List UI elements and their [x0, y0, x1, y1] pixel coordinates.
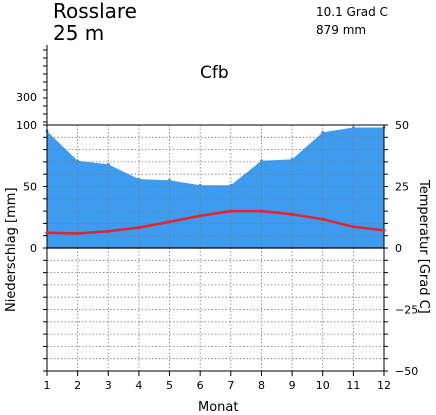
temperature-point-8: [259, 209, 264, 213]
axes-layer: [43, 45, 388, 376]
temperature-point-7: [229, 209, 233, 213]
station-name: Rosslare: [53, 0, 137, 23]
y-left-tick-label-300: 300: [16, 91, 37, 104]
y-axis-left-label: Niederschlag [mm]: [4, 187, 19, 312]
temperature-point-3: [106, 229, 110, 233]
temperature-point-6: [198, 214, 202, 218]
precipitation-point-11: [351, 126, 355, 129]
temperature-line: [46, 209, 385, 235]
temperature-point-4: [137, 226, 141, 230]
temperature-point-5: [167, 220, 172, 224]
x-tick-label-10: 10: [316, 379, 330, 392]
x-tick-label-2: 2: [74, 379, 81, 392]
x-tick-label-6: 6: [197, 379, 204, 392]
y-left-tick-label-100: 100: [16, 119, 37, 132]
y-right-tick-label-0: 50: [395, 119, 409, 132]
temperature-point-11: [351, 225, 355, 229]
precipitation-area-layer: [45, 126, 386, 248]
precipitation-point-5: [168, 178, 171, 182]
climate-class: Cfb: [200, 63, 229, 83]
temperature-layer: [45, 209, 386, 236]
y-left-tick-label-50: 50: [23, 181, 37, 194]
mean-temperature: 10.1 Grad C: [316, 5, 388, 19]
x-tick-label-1: 1: [44, 379, 51, 392]
x-tick-label-7: 7: [227, 379, 234, 392]
y-right-tick-label-3: −25: [395, 304, 418, 317]
y-left-tick-label-0: 0: [30, 242, 37, 255]
precipitation-point-4: [137, 177, 141, 181]
x-axis-label: Monat: [198, 400, 238, 415]
x-tick-label-8: 8: [258, 379, 265, 392]
precipitation-area: [47, 127, 384, 248]
temperature-point-1: [45, 231, 49, 235]
x-tick-label-4: 4: [135, 379, 142, 392]
x-tick-label-12: 12: [377, 379, 391, 392]
temperature-point-10: [321, 217, 325, 221]
x-tick-label-9: 9: [289, 379, 296, 392]
y-right-tick-label-4: −50: [395, 365, 418, 378]
temperature-point-12: [382, 228, 386, 232]
x-tick-label-5: 5: [166, 379, 173, 392]
temperature-point-2: [76, 231, 80, 236]
annual-precipitation: 879 mm: [316, 23, 366, 37]
y-right-tick-label-1: 25: [395, 181, 409, 194]
precipitation-point-9: [290, 157, 294, 161]
y-axis-right-label: Temperatur [Grad C]: [416, 179, 431, 314]
x-tick-label-11: 11: [346, 379, 360, 392]
temperature-point-9: [290, 212, 294, 216]
y-right-tick-label-2: 0: [395, 242, 402, 255]
station-elevation: 25 m: [53, 21, 104, 45]
x-tick-label-3: 3: [105, 379, 112, 392]
